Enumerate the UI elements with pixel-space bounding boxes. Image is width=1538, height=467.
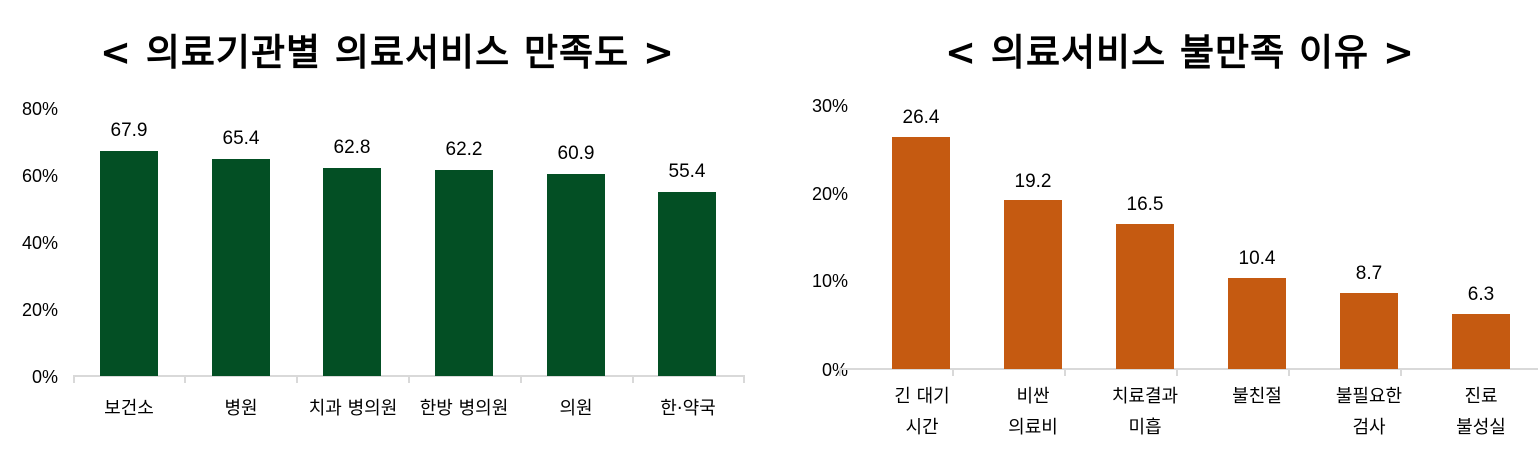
x-tick xyxy=(520,375,522,383)
value-label: 60.9 xyxy=(557,143,595,164)
value-label: 8.7 xyxy=(1355,263,1383,284)
x-label-line2: 미흡 xyxy=(1128,417,1162,438)
x-label: 병원 xyxy=(224,398,258,419)
x-label-line2: 불성실 xyxy=(1456,417,1506,438)
bar-clinic xyxy=(547,174,605,376)
value-label: 26.4 xyxy=(902,107,940,128)
bar-oriental-clinic xyxy=(435,170,493,376)
x-tick xyxy=(839,368,841,376)
x-label: 비싼 의료비 xyxy=(977,381,1089,443)
y-tick-30: 30% xyxy=(811,96,848,116)
x-label-line2: 의료비 xyxy=(1008,417,1058,438)
x-tick xyxy=(73,375,75,383)
left-chart: 80% 60% 40% 20% 0% 67.9 65.4 62.8 62.2 6… xyxy=(0,0,760,467)
x-tick xyxy=(1400,368,1402,376)
x-label-line1: 비싼 xyxy=(1016,386,1050,407)
value-label: 55.4 xyxy=(668,161,706,182)
bar-pharmacy xyxy=(658,192,716,376)
bar-dental-clinic xyxy=(323,168,381,376)
x-tick xyxy=(952,368,954,376)
bar-unneeded-test xyxy=(1340,293,1398,369)
x-label-line2: 시간 xyxy=(905,417,939,438)
x-tick xyxy=(408,375,410,383)
x-tick xyxy=(1064,368,1066,376)
value-label: 10.4 xyxy=(1238,248,1276,269)
x-tick xyxy=(296,375,298,383)
x-label: 진료 불성실 xyxy=(1425,381,1537,443)
x-tick xyxy=(1288,368,1290,376)
y-tick-40: 40% xyxy=(21,233,58,253)
value-label: 19.2 xyxy=(1014,171,1052,192)
bar-health-center xyxy=(100,151,158,376)
x-tick xyxy=(743,375,745,383)
x-label: 한·약국 xyxy=(660,398,716,419)
x-label: 불필요한 검사 xyxy=(1313,381,1425,443)
bar-insincere-care xyxy=(1452,314,1510,369)
value-label: 67.9 xyxy=(110,120,148,141)
x-label-line1: 불필요한 xyxy=(1335,386,1403,407)
value-label: 65.4 xyxy=(222,128,260,149)
x-label-line1: 진료 xyxy=(1464,386,1498,407)
x-label: 의원 xyxy=(559,398,593,419)
left-chart-title: < 의료기관별 의료서비스 만족도 > xyxy=(99,31,676,74)
value-label: 62.8 xyxy=(333,137,371,158)
right-chart-title: < 의료서비스 불만족 이유 > xyxy=(945,31,1415,74)
x-label-line2: 검사 xyxy=(1352,417,1386,438)
x-tick xyxy=(632,375,634,383)
x-label-line1: 치료결과 xyxy=(1111,386,1179,407)
y-tick-20: 20% xyxy=(21,300,58,320)
bar-poor-result xyxy=(1116,224,1174,369)
x-axis xyxy=(839,368,1538,370)
x-label-line1: 긴 대기 xyxy=(894,386,950,407)
value-label: 6.3 xyxy=(1467,284,1495,305)
x-label: 불친절 xyxy=(1201,381,1313,412)
x-label: 치료결과 미흡 xyxy=(1089,381,1201,443)
value-label: 16.5 xyxy=(1126,194,1164,215)
y-tick-10: 10% xyxy=(811,271,848,291)
x-label: 긴 대기 시간 xyxy=(866,381,978,443)
bar-hospital xyxy=(212,159,270,376)
x-tick xyxy=(1176,368,1178,376)
value-label: 62.2 xyxy=(445,139,483,160)
x-tick xyxy=(184,375,186,383)
bar-long-wait xyxy=(892,137,950,369)
x-label: 치과 병의원 xyxy=(308,398,398,419)
y-tick-0: 0% xyxy=(821,360,848,380)
bar-unkind xyxy=(1228,278,1286,369)
bar-expensive-cost xyxy=(1004,200,1062,369)
x-label-line1: 불친절 xyxy=(1232,386,1282,407)
y-tick-60: 60% xyxy=(21,166,58,186)
y-tick-20: 20% xyxy=(811,184,848,204)
y-tick-0: 0% xyxy=(31,367,58,387)
x-label: 보건소 xyxy=(104,398,154,419)
y-tick-80: 80% xyxy=(21,99,58,119)
x-label: 한방 병의원 xyxy=(419,398,509,419)
